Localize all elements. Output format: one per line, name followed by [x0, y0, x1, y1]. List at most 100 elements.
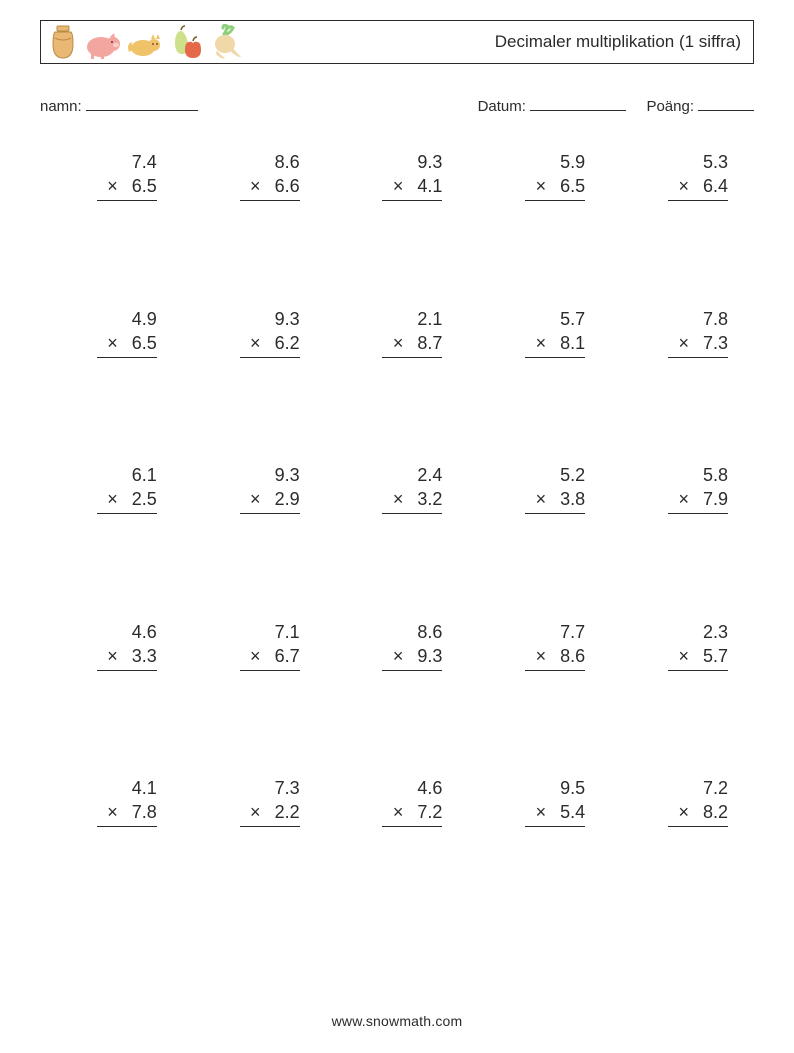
multiplier-row: ×3.8: [525, 487, 585, 511]
multiplier-row: ×8.1: [525, 331, 585, 355]
multiplier-row: ×6.7: [240, 644, 300, 668]
multiplier: 6.7: [275, 644, 300, 668]
worksheet-title: Decimaler multiplikation (1 siffra): [495, 32, 741, 52]
multiplier-row: ×8.6: [525, 644, 585, 668]
multiplication-problem: 8.6× 6.6: [240, 150, 300, 201]
multiply-symbol: ×: [536, 174, 547, 198]
problem-rule: [668, 826, 728, 827]
multiplier-row: ×2.9: [240, 487, 300, 511]
multiplicand: 4.1: [97, 776, 157, 800]
multiplication-problem: 7.3×2.2: [240, 776, 300, 827]
multiply-symbol: ×: [678, 331, 689, 355]
multiply-symbol: ×: [536, 331, 547, 355]
multiply-symbol: ×: [678, 487, 689, 511]
score-blank[interactable]: [698, 96, 754, 111]
multiplication-problem: 7.1×6.7: [240, 620, 300, 671]
multiplication-problem: 5.3×6.4: [668, 150, 728, 201]
multiplier-row: ×4.1: [382, 174, 442, 198]
name-blank[interactable]: [86, 96, 198, 111]
multiplicand: 8.6: [382, 620, 442, 644]
multiply-symbol: ×: [107, 174, 118, 198]
header-bar: Decimaler multiplikation (1 siffra): [40, 20, 754, 64]
multiply-symbol: ×: [393, 174, 404, 198]
multiplier-row: × 2.5: [97, 487, 157, 511]
multiply-symbol: ×: [393, 487, 404, 511]
problem-cell: 5.8×7.9: [611, 463, 754, 620]
multiplicand: 9.5: [525, 776, 585, 800]
multiplier-row: ×6.5: [97, 331, 157, 355]
multiply-symbol: ×: [250, 174, 261, 198]
problem-cell: 9.3×4.1: [326, 150, 469, 307]
multiplier: 8.7: [417, 331, 442, 355]
multiplier: 3.8: [560, 487, 585, 511]
multiplier: 2.5: [132, 487, 157, 511]
problem-rule: [525, 670, 585, 671]
multiplier: 5.7: [703, 644, 728, 668]
problem-rule: [240, 200, 300, 201]
multiplier-row: ×6.4: [668, 174, 728, 198]
multiplication-problem: 9.3×6.2: [240, 307, 300, 358]
fox-icon: [127, 32, 163, 60]
multiplier: 7.3: [703, 331, 728, 355]
multiply-symbol: ×: [536, 644, 547, 668]
multiplication-problem: 5.2×3.8: [525, 463, 585, 514]
problem-rule: [382, 670, 442, 671]
multiplicand: 7.1: [240, 620, 300, 644]
multiplicand: 2.4: [382, 463, 442, 487]
multiplication-problem: 2.3×5.7: [668, 620, 728, 671]
multiplication-problem: 7.4×6.5: [97, 150, 157, 201]
multiplicand: 8.6: [240, 150, 300, 174]
problem-cell: 5.7×8.1: [468, 307, 611, 464]
problem-rule: [97, 670, 157, 671]
multiplier: 8.2: [703, 800, 728, 824]
multiplication-problem: 2.1× 8.7: [382, 307, 442, 358]
multiplicand: 9.3: [240, 463, 300, 487]
multiplication-problem: 7.7×8.6: [525, 620, 585, 671]
multiplier: 9.3: [417, 644, 442, 668]
multiplicand: 9.3: [382, 150, 442, 174]
multiply-symbol: ×: [678, 644, 689, 668]
problem-cell: 9.3×2.9: [183, 463, 326, 620]
multiplier: 7.8: [132, 800, 157, 824]
multiply-symbol: ×: [250, 487, 261, 511]
problem-cell: 7.2× 8.2: [611, 776, 754, 933]
problem-cell: 2.3×5.7: [611, 620, 754, 777]
problem-cell: 4.1× 7.8: [40, 776, 183, 933]
jar-icon: [49, 24, 77, 60]
problem-cell: 8.6× 6.6: [183, 150, 326, 307]
fields-row: namn: Datum: Poäng:: [40, 96, 754, 115]
multiplicand: 5.9: [525, 150, 585, 174]
multiplier-row: ×5.4: [525, 800, 585, 824]
multiplier-row: ×7.9: [668, 487, 728, 511]
multiplicand: 5.8: [668, 463, 728, 487]
multiplier: 3.3: [132, 644, 157, 668]
multiplier-row: ×7.2: [382, 800, 442, 824]
date-field: Datum:: [478, 96, 626, 115]
problem-cell: 7.8×7.3: [611, 307, 754, 464]
multiply-symbol: ×: [107, 800, 118, 824]
problem-cell: 6.1×2.5: [40, 463, 183, 620]
date-blank[interactable]: [530, 96, 626, 111]
multiplicand: 2.1: [382, 307, 442, 331]
multiply-symbol: ×: [107, 644, 118, 668]
problem-cell: 9.5×5.4: [468, 776, 611, 933]
multiplicand: 4.6: [97, 620, 157, 644]
multiply-symbol: ×: [107, 487, 118, 511]
multiplier-row: × 7.3: [668, 331, 728, 355]
problem-rule: [668, 357, 728, 358]
score-field: Poäng:: [646, 96, 754, 115]
multiply-symbol: ×: [678, 174, 689, 198]
multiply-symbol: ×: [393, 331, 404, 355]
multiplier: 6.6: [275, 174, 300, 198]
problem-rule: [525, 357, 585, 358]
problem-rule: [240, 826, 300, 827]
problem-rule: [97, 200, 157, 201]
multiplication-problem: 2.4×3.2: [382, 463, 442, 514]
score-label: Poäng:: [646, 98, 694, 115]
problem-cell: 2.4×3.2: [326, 463, 469, 620]
multiply-symbol: ×: [678, 800, 689, 824]
multiplicand: 9.3: [240, 307, 300, 331]
multiplication-problem: 8.6×9.3: [382, 620, 442, 671]
problem-cell: 7.3×2.2: [183, 776, 326, 933]
multiplicand: 7.2: [668, 776, 728, 800]
